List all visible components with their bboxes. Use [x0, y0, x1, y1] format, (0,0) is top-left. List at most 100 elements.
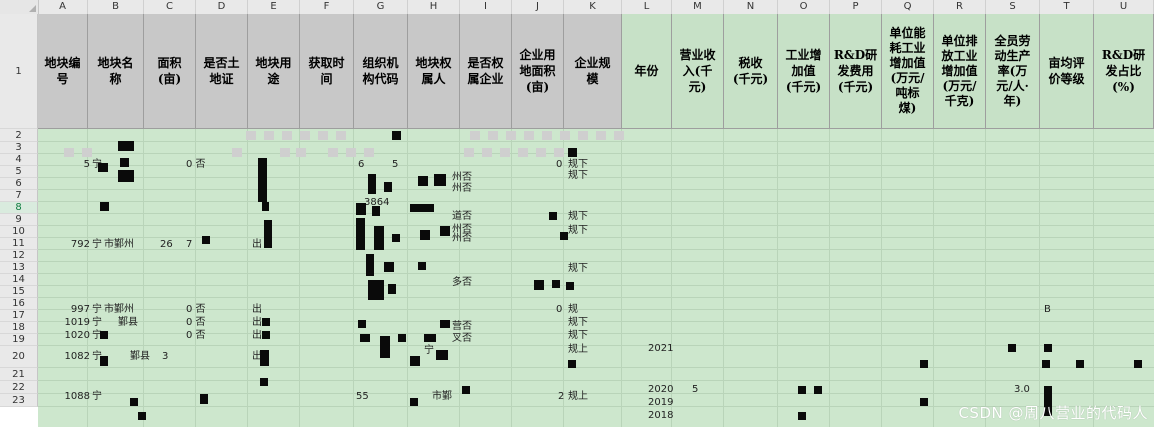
cell-a15[interactable]: 997 — [70, 304, 90, 315]
header-cell-R[interactable]: 单位排 放工业 增加值 (万元/ 千克) — [934, 14, 986, 129]
cell-b21[interactable]: 宁 — [92, 391, 102, 402]
cell-h21[interactable]: 市鄞 — [432, 391, 452, 402]
column-header-H[interactable]: H — [408, 0, 460, 14]
cell-b17[interactable]: 宁 — [92, 330, 102, 341]
cell-h4[interactable]: 5 — [392, 159, 399, 170]
cell-t15[interactable]: B — [1044, 304, 1051, 315]
row-header-13[interactable]: 13 — [0, 262, 38, 274]
row-header-8[interactable]: 8 — [0, 202, 38, 214]
cell-i9[interactable]: 州否 — [452, 224, 472, 235]
select-all-corner[interactable] — [0, 0, 39, 14]
cell-d15[interactable]: 0 否 — [186, 304, 206, 315]
cell-a4[interactable]: 5 — [83, 159, 90, 170]
header-cell-L[interactable]: 年份 — [622, 14, 672, 129]
column-header-G[interactable]: G — [354, 0, 408, 14]
header-cell-Q[interactable]: 单位能 耗工业 增加值 (万元/ 吨标 煤) — [882, 14, 934, 129]
header-cell-J[interactable]: 企业用 地面积 (亩) — [512, 14, 564, 129]
cell-k15[interactable]: 规 — [568, 304, 578, 315]
row-header-14[interactable]: 14 — [0, 274, 38, 286]
row-header-1[interactable]: 1 — [0, 14, 38, 129]
cell-k10[interactable]: 规下 — [568, 225, 588, 236]
data-area[interactable] — [38, 129, 1154, 427]
cell-g7[interactable]: 3864 — [364, 197, 390, 208]
cell-m21[interactable]: 5 — [692, 384, 699, 395]
row-header-22[interactable]: 22 — [0, 381, 38, 394]
row-header-11[interactable]: 11 — [0, 238, 38, 250]
cell-k21[interactable]: 规上 — [568, 391, 588, 402]
header-cell-G[interactable]: 组织机 构代码 — [354, 14, 408, 129]
column-header-L[interactable]: L — [622, 0, 672, 14]
header-cell-B[interactable]: 地块名 称 — [88, 14, 144, 129]
header-cell-F[interactable]: 获取时 间 — [300, 14, 354, 129]
cell-s21[interactable]: 3.0 — [1014, 384, 1030, 395]
cell-b10b[interactable]: 市鄞州 — [104, 239, 134, 250]
header-cell-H[interactable]: 地块权 属人 — [408, 14, 460, 129]
column-header-S[interactable]: S — [986, 0, 1040, 14]
header-cell-T[interactable]: 亩均评 价等级 — [1040, 14, 1094, 129]
cell-a17[interactable]: 1020 — [64, 330, 90, 341]
row-header-7[interactable]: 7 — [0, 190, 38, 202]
column-header-B[interactable]: B — [88, 0, 144, 14]
cell-k16[interactable]: 规下 — [568, 317, 588, 328]
header-cell-U[interactable]: R&D研 发占比 (%) — [1094, 14, 1154, 129]
cell-i16[interactable]: 营否 — [452, 321, 472, 332]
header-cell-I[interactable]: 是否权 属企业 — [460, 14, 512, 129]
column-header-U[interactable]: U — [1094, 0, 1154, 14]
column-header-D[interactable]: D — [196, 0, 248, 14]
cell-j15[interactable]: 0 — [556, 304, 563, 315]
column-header-T[interactable]: T — [1040, 0, 1094, 14]
column-header-R[interactable]: R — [934, 0, 986, 14]
cell-e18[interactable]: 出 — [252, 351, 262, 362]
header-cell-S[interactable]: 全员劳 动生产 率(万 元/人· 年) — [986, 14, 1040, 129]
header-cell-P[interactable]: R&D研 发费用 (千元) — [830, 14, 882, 129]
cell-l23[interactable]: 2018 — [648, 410, 674, 421]
row-header-5[interactable]: 5 — [0, 166, 38, 178]
header-cell-N[interactable]: 税收 (千元) — [724, 14, 778, 129]
column-header-K[interactable]: K — [564, 0, 622, 14]
cell-a18[interactable]: 1082 — [64, 351, 90, 362]
cell-l21[interactable]: 2020 — [648, 384, 674, 395]
cell-b16[interactable]: 宁 — [92, 317, 102, 328]
row-header-23[interactable]: 23 — [0, 394, 38, 407]
cell-k12[interactable]: 规下 — [568, 263, 588, 274]
cell-d16[interactable]: 0 否 — [186, 317, 206, 328]
column-header-A[interactable]: A — [38, 0, 88, 14]
row-header-6[interactable]: 6 — [0, 178, 38, 190]
header-cell-K[interactable]: 企业规 模 — [564, 14, 622, 129]
header-cell-M[interactable]: 营业收 入(千 元) — [672, 14, 724, 129]
cell-d17[interactable]: 0 否 — [186, 330, 206, 341]
column-header-M[interactable]: M — [672, 0, 724, 14]
cell-b4[interactable]: 宁 — [92, 159, 102, 170]
cell-c18[interactable]: 3 — [162, 351, 169, 362]
cell-g21[interactable]: 55 — [356, 391, 369, 402]
row-header-20[interactable]: 20 — [0, 346, 38, 368]
cell-l22[interactable]: 2019 — [648, 397, 674, 408]
row-header-18[interactable]: 18 — [0, 322, 38, 334]
cell-a16[interactable]: 1019 — [64, 317, 90, 328]
cell-i8[interactable]: 道否 — [452, 211, 472, 222]
cell-b15b[interactable]: 市鄞州 — [104, 304, 134, 315]
cell-i18[interactable]: 宁 — [424, 345, 434, 356]
cell-k8[interactable]: 规下 — [568, 211, 588, 222]
row-header-2[interactable]: 2 — [0, 129, 38, 142]
row-header-16[interactable]: 16 — [0, 298, 38, 310]
header-cell-O[interactable]: 工业增 加值 (千元) — [778, 14, 830, 129]
row-header-21[interactable]: 21 — [0, 368, 38, 381]
cell-k4[interactable]: 规下 — [568, 159, 588, 170]
cell-b15[interactable]: 宁 — [92, 304, 102, 315]
row-header-12[interactable]: 12 — [0, 250, 38, 262]
row-header-19[interactable]: 19 — [0, 334, 38, 346]
cell-k5[interactable]: 规下 — [568, 170, 588, 181]
cell-a10[interactable]: 792 — [70, 239, 90, 250]
header-cell-D[interactable]: 是否土 地证 — [196, 14, 248, 129]
cell-i6[interactable]: 州否 — [452, 183, 472, 194]
column-header-I[interactable]: I — [460, 0, 512, 14]
cell-j4[interactable]: 0 — [556, 159, 563, 170]
cell-c10[interactable]: 26 — [160, 239, 173, 250]
cell-e15[interactable]: 出 — [252, 304, 262, 315]
column-header-F[interactable]: F — [300, 0, 354, 14]
cell-l18[interactable]: 2021 — [648, 343, 674, 354]
column-header-J[interactable]: J — [512, 0, 564, 14]
column-header-E[interactable]: E — [248, 0, 300, 14]
